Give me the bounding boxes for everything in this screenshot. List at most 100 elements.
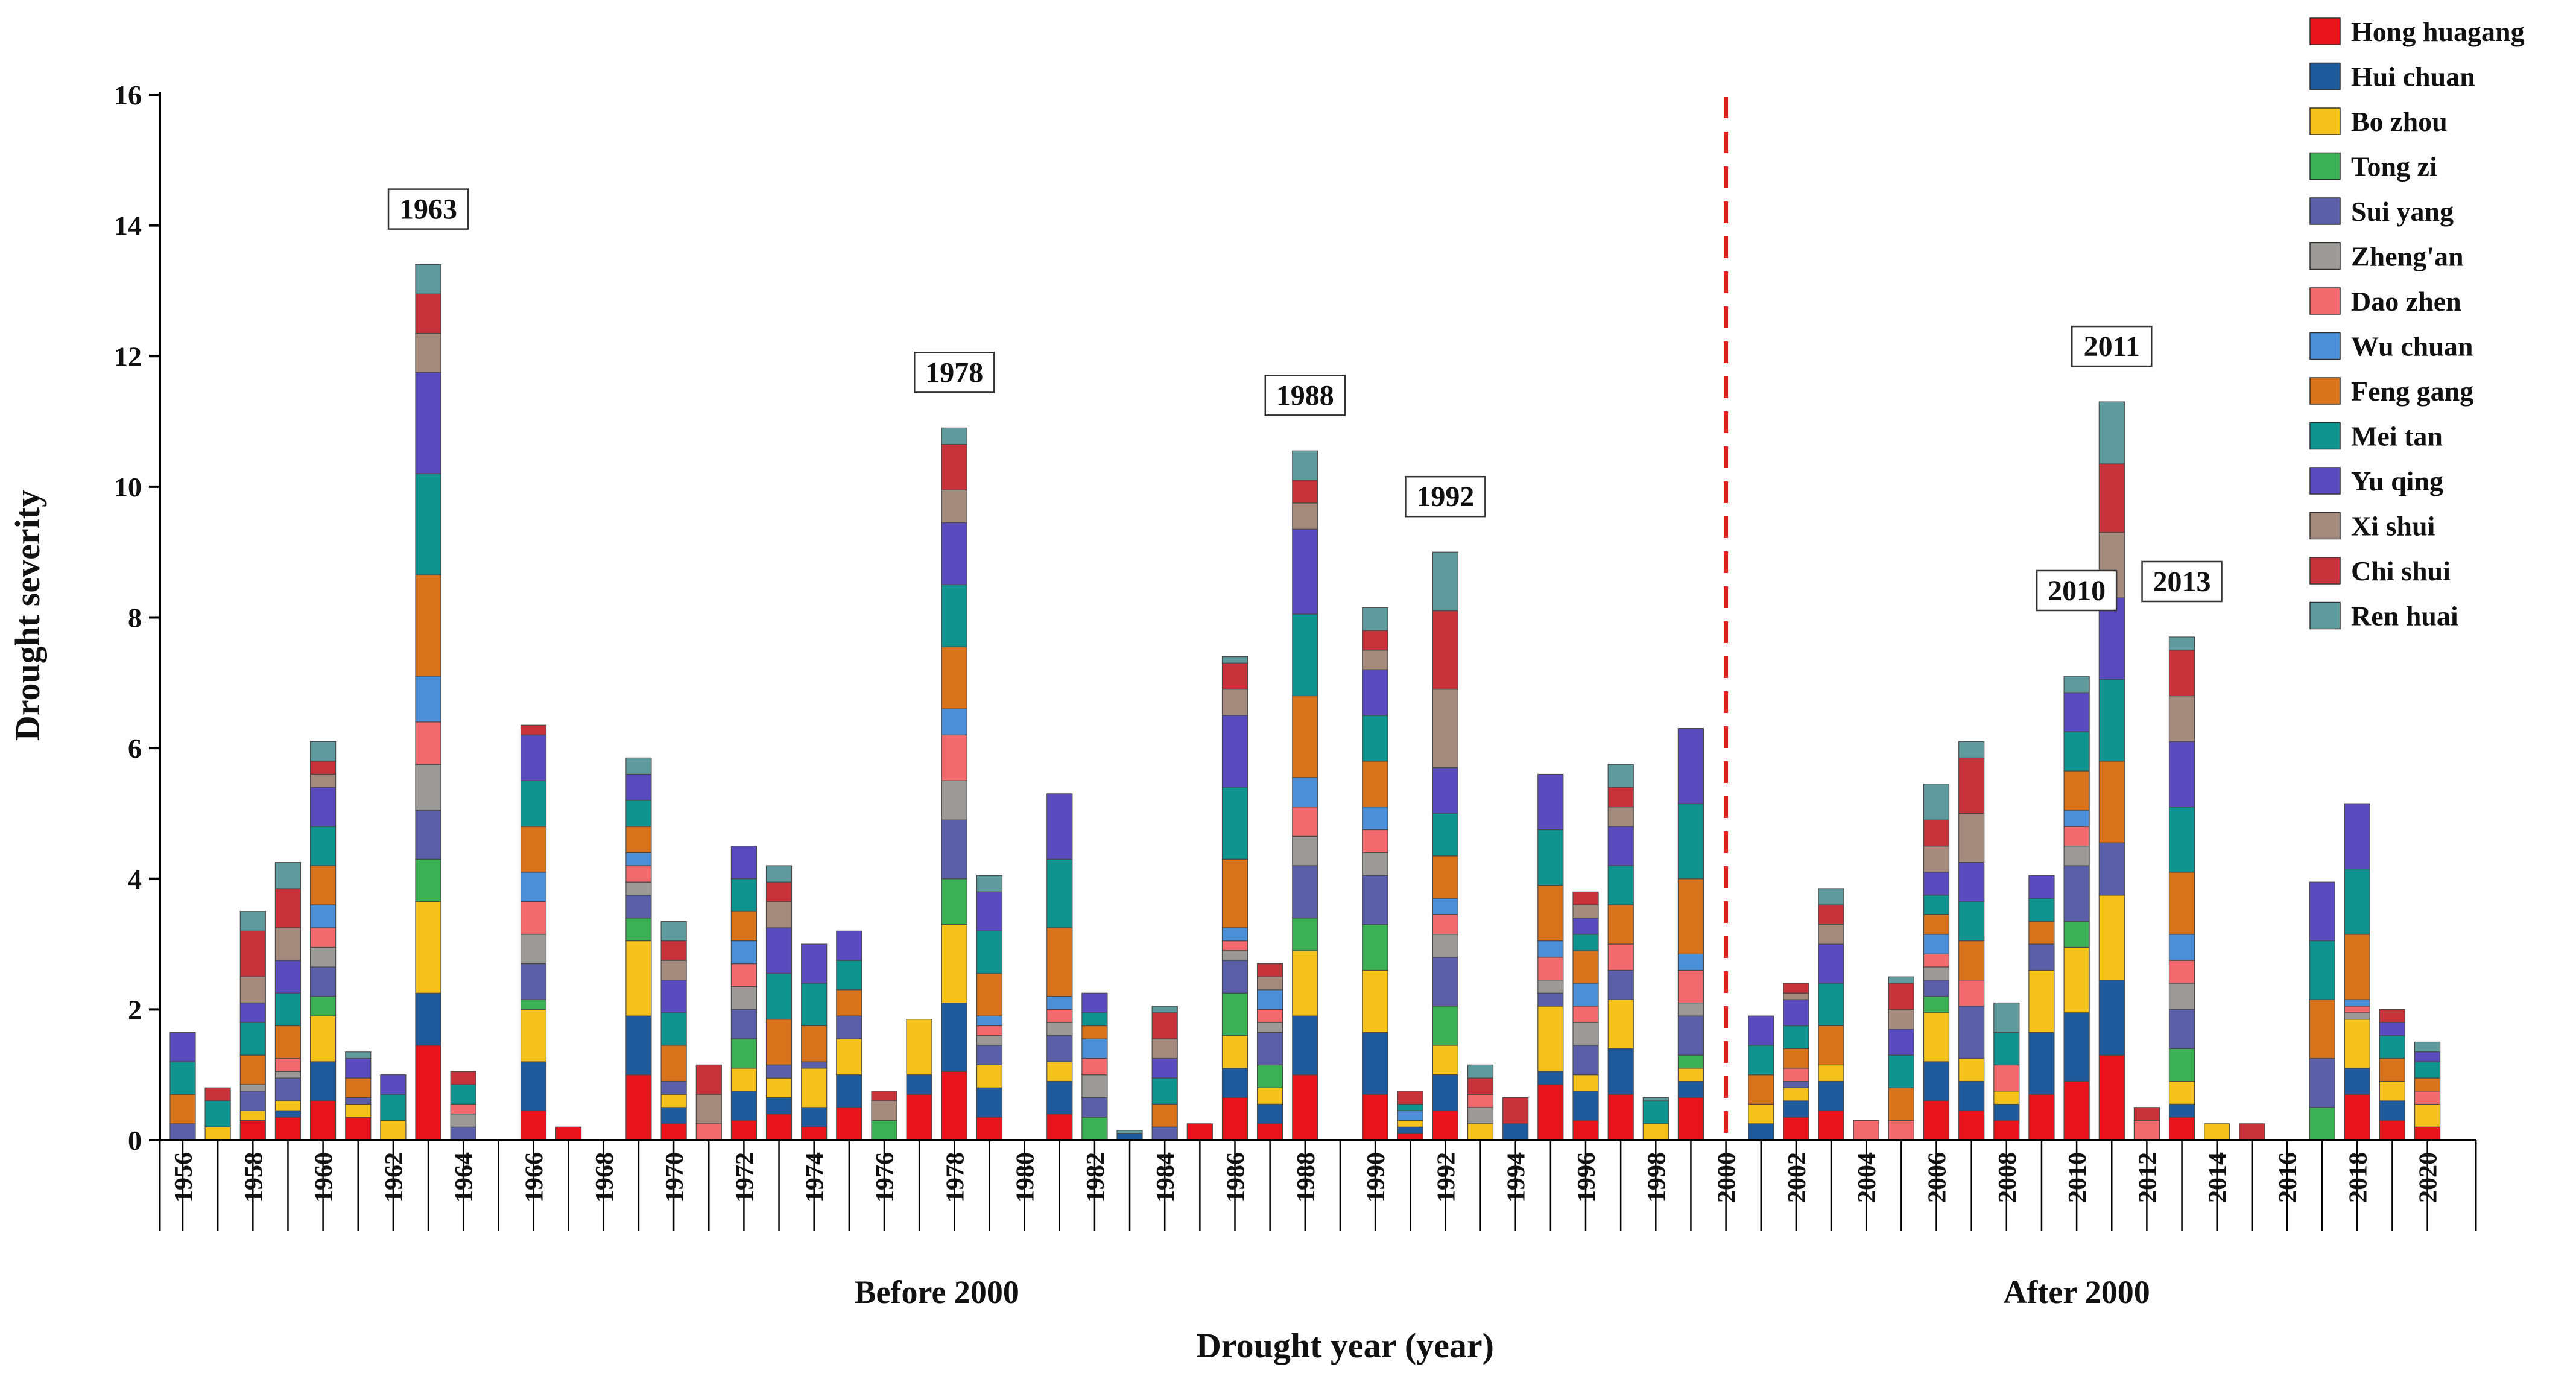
bar-segment-2002-dao-zhen xyxy=(1783,1068,1809,1082)
bar-segment-1960-yu-qing xyxy=(309,787,337,827)
bar-segment-2013-dao-zhen xyxy=(2168,960,2195,984)
bar-segment-2020-mei-tan xyxy=(2414,1061,2441,1079)
bar-segment-1986-zheng-an xyxy=(1221,950,1248,961)
bar-segment-1958-ren-huai xyxy=(239,911,266,932)
bar-segment-2003-hong-huagang xyxy=(1818,1110,1844,1141)
bar-segment-1981-wu-chuan xyxy=(1046,996,1073,1010)
bar-segment-1997-sui-yang xyxy=(1607,969,1634,1000)
bar-segment-1995-hong-huagang xyxy=(1537,1084,1564,1141)
annotation-label-2010: 2010 xyxy=(2048,575,2106,607)
bar-segment-1966-bo-zhou xyxy=(520,1009,547,1062)
bar-segment-1960-hong-huagang xyxy=(309,1100,337,1141)
bar-segment-2017-yu-qing xyxy=(2309,881,2335,942)
x-tick-label: 1962 xyxy=(381,1152,408,1203)
bar-segment-1992-hui-chuan xyxy=(1432,1074,1458,1111)
bar-segment-1979-bo-zhou xyxy=(976,1064,1003,1088)
bar-segment-2005-yu-qing xyxy=(1888,1029,1914,1056)
bar-segment-2020-feng-gang xyxy=(2414,1077,2441,1092)
bar-segment-1974-yu-qing xyxy=(801,943,828,984)
bar-segment-1981-sui-yang xyxy=(1046,1035,1073,1062)
legend-swatch-dao-zhen xyxy=(2309,287,2341,315)
legend-label-yu-qing: Yu qing xyxy=(2351,466,2443,496)
bar-segment-2007-chi-shui xyxy=(1958,757,1985,814)
bar-segment-1963-bo-zhou xyxy=(415,901,441,994)
annotation-box-2013 xyxy=(2141,560,2223,603)
bar-segment-1986-wu-chuan xyxy=(1221,927,1248,942)
x-tick-label: 2016 xyxy=(2274,1152,2302,1203)
bar-segment-2008-hui-chuan xyxy=(1993,1103,2020,1121)
bar-segment-1990-dao-zhen xyxy=(1362,829,1388,854)
bar-segment-1991-hui-chuan xyxy=(1397,1126,1423,1134)
legend-label-dao-zhen: Dao zhen xyxy=(2351,286,2461,317)
bar-segment-1959-dao-zhen xyxy=(274,1057,301,1072)
y-tick-label: 10 xyxy=(114,472,142,502)
bar-segment-1972-dao-zhen xyxy=(730,963,758,987)
bar-segment-1996-chi-shui xyxy=(1572,891,1599,905)
bar-segment-1988-sui-yang xyxy=(1292,865,1318,919)
bar-segment-1972-hui-chuan xyxy=(730,1091,758,1121)
legend-swatch-tong-zi xyxy=(2309,152,2341,180)
bars-layer xyxy=(169,264,2441,1141)
y-tick-label: 2 xyxy=(128,994,142,1025)
x-tick-label: 2010 xyxy=(2064,1152,2092,1203)
bar-segment-1994-hui-chuan xyxy=(1502,1123,1529,1141)
bar-segment-2009-yu-qing xyxy=(2028,875,2055,899)
bar-segment-1999-feng-gang xyxy=(1677,878,1704,955)
bar-segment-1962-yu-qing xyxy=(380,1074,407,1095)
bar-segment-1961-ren-huai xyxy=(345,1051,372,1059)
bar-segment-2013-tong-zi xyxy=(2168,1048,2195,1082)
bar-segment-1972-wu-chuan xyxy=(730,940,758,965)
bar-segment-2018-mei-tan xyxy=(2344,868,2370,935)
x-tick-label: 2014 xyxy=(2204,1152,2232,1203)
bar-segment-2009-hong-huagang xyxy=(2028,1094,2055,1141)
bar-segment-2010-zheng-an xyxy=(2063,845,2090,866)
bar-segment-1969-mei-tan xyxy=(625,800,652,827)
bar-segment-1961-sui-yang xyxy=(345,1097,372,1105)
x-tick-label: 1992 xyxy=(1432,1152,1460,1203)
bar-segment-1976-xi-shui xyxy=(871,1100,897,1121)
bar-segment-2006-hong-huagang xyxy=(1923,1100,1950,1141)
legend-swatch-feng-gang xyxy=(2309,377,2341,405)
bar-segment-2007-yu-qing xyxy=(1958,862,1985,902)
bar-segment-2010-yu-qing xyxy=(2063,692,2090,732)
legend-label-bo-zhou: Bo zhou xyxy=(2351,106,2448,137)
bar-segment-1972-sui-yang xyxy=(730,1009,758,1039)
bar-segment-1969-ren-huai xyxy=(625,757,652,775)
bar-segment-1986-mei-tan xyxy=(1221,787,1248,860)
bar-segment-2008-hong-huagang xyxy=(1993,1120,2020,1141)
bar-segment-1995-dao-zhen xyxy=(1537,957,1564,981)
x-tick-label: 1972 xyxy=(731,1152,759,1203)
bar-segment-1999-wu-chuan xyxy=(1677,953,1704,971)
bar-segment-1993-ren-huai xyxy=(1467,1064,1494,1079)
bar-segment-1973-hui-chuan xyxy=(765,1097,793,1115)
legend-swatch-mei-tan xyxy=(2309,422,2341,450)
bar-segment-1987-tong-zi xyxy=(1257,1064,1283,1088)
legend-label-hong-huagang: Hong huagang xyxy=(2351,16,2525,47)
bar-segment-1997-dao-zhen xyxy=(1607,943,1634,971)
x-tick-label: 2012 xyxy=(2134,1152,2162,1203)
bar-segment-2013-zheng-an xyxy=(2168,983,2195,1010)
bar-segment-1970-mei-tan xyxy=(660,1012,687,1046)
bar-segment-2007-sui-yang xyxy=(1958,1006,1985,1059)
annotation-box-2010 xyxy=(2036,569,2118,612)
bar-segment-1961-feng-gang xyxy=(345,1077,372,1098)
bar-segment-2017-tong-zi xyxy=(2309,1107,2335,1141)
bar-segment-2006-ren-huai xyxy=(1923,784,1950,820)
bar-segment-1958-yu-qing xyxy=(239,1002,266,1023)
bar-segment-2003-mei-tan xyxy=(1818,983,1844,1027)
x-tick-label: 2008 xyxy=(1994,1152,2022,1203)
bar-segment-2001-yu-qing xyxy=(1748,1015,1774,1046)
bar-segment-1959-yu-qing xyxy=(274,960,301,994)
legend-label-chi-shui: Chi shui xyxy=(2351,556,2451,586)
bar-segment-1974-mei-tan xyxy=(801,983,828,1027)
bar-segment-1959-chi-shui xyxy=(274,888,301,928)
x-tick-label: 1994 xyxy=(1503,1152,1531,1203)
bar-segment-2002-hong-huagang xyxy=(1783,1117,1809,1141)
bar-segment-1969-bo-zhou xyxy=(625,940,652,1016)
x-tick-label: 1970 xyxy=(661,1152,689,1203)
bar-segment-1959-xi-shui xyxy=(274,927,301,961)
bar-segment-1974-hui-chuan xyxy=(801,1107,828,1127)
bar-segment-1988-tong-zi xyxy=(1292,918,1318,951)
bar-segment-2011-hui-chuan xyxy=(2098,979,2125,1056)
bar-segment-1973-sui-yang xyxy=(765,1064,793,1079)
